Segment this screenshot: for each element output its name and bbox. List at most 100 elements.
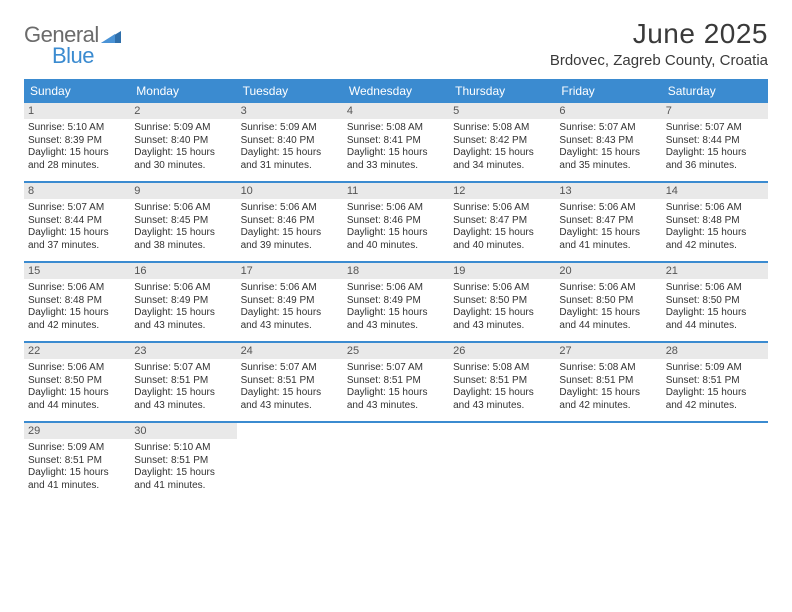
day-sunrise: Sunrise: 5:06 AM (28, 282, 126, 295)
day-sunset: Sunset: 8:46 PM (347, 215, 445, 228)
day-sunrise: Sunrise: 5:06 AM (559, 282, 657, 295)
day-sunset: Sunset: 8:49 PM (134, 295, 232, 308)
day-day2: and 41 minutes. (559, 240, 657, 253)
day-day2: and 39 minutes. (241, 240, 339, 253)
day-sunset: Sunset: 8:41 PM (347, 135, 445, 148)
day-cell: 23Sunrise: 5:07 AMSunset: 8:51 PMDayligh… (130, 343, 236, 421)
day-sunrise: Sunrise: 5:06 AM (134, 202, 232, 215)
calendar-page: General Blue June 2025 Brdovec, Zagreb C… (0, 0, 792, 519)
day-sunrise: Sunrise: 5:06 AM (559, 202, 657, 215)
day-of-week-header: Sunday Monday Tuesday Wednesday Thursday… (24, 79, 768, 103)
day-cell (237, 423, 343, 501)
day-day1: Daylight: 15 hours (28, 227, 126, 240)
day-day1: Daylight: 15 hours (347, 307, 445, 320)
day-sunrise: Sunrise: 5:08 AM (559, 362, 657, 375)
day-day2: and 43 minutes. (453, 320, 551, 333)
day-cell: 15Sunrise: 5:06 AMSunset: 8:48 PMDayligh… (24, 263, 130, 341)
day-cell: 29Sunrise: 5:09 AMSunset: 8:51 PMDayligh… (24, 423, 130, 501)
day-sunset: Sunset: 8:51 PM (241, 375, 339, 388)
day-day2: and 43 minutes. (347, 320, 445, 333)
day-sunset: Sunset: 8:49 PM (241, 295, 339, 308)
day-sunset: Sunset: 8:47 PM (453, 215, 551, 228)
day-day1: Daylight: 15 hours (134, 387, 232, 400)
day-cell: 1Sunrise: 5:10 AMSunset: 8:39 PMDaylight… (24, 103, 130, 181)
day-number: 30 (130, 423, 236, 439)
day-cell: 6Sunrise: 5:07 AMSunset: 8:43 PMDaylight… (555, 103, 661, 181)
day-number: 5 (449, 103, 555, 119)
day-sunrise: Sunrise: 5:07 AM (241, 362, 339, 375)
day-number: 26 (449, 343, 555, 359)
day-sunset: Sunset: 8:50 PM (28, 375, 126, 388)
day-day2: and 43 minutes. (453, 400, 551, 413)
day-cell: 4Sunrise: 5:08 AMSunset: 8:41 PMDaylight… (343, 103, 449, 181)
day-sunrise: Sunrise: 5:06 AM (347, 282, 445, 295)
day-cell: 26Sunrise: 5:08 AMSunset: 8:51 PMDayligh… (449, 343, 555, 421)
day-sunset: Sunset: 8:49 PM (347, 295, 445, 308)
day-cell: 5Sunrise: 5:08 AMSunset: 8:42 PMDaylight… (449, 103, 555, 181)
day-number: 17 (237, 263, 343, 279)
day-day1: Daylight: 15 hours (28, 307, 126, 320)
day-sunset: Sunset: 8:40 PM (134, 135, 232, 148)
day-sunrise: Sunrise: 5:08 AM (453, 122, 551, 135)
day-sunrise: Sunrise: 5:09 AM (28, 442, 126, 455)
day-sunrise: Sunrise: 5:06 AM (241, 282, 339, 295)
day-cell: 9Sunrise: 5:06 AMSunset: 8:45 PMDaylight… (130, 183, 236, 261)
day-sunrise: Sunrise: 5:06 AM (666, 282, 764, 295)
day-cell: 30Sunrise: 5:10 AMSunset: 8:51 PMDayligh… (130, 423, 236, 501)
dow-friday: Friday (555, 79, 661, 103)
day-day2: and 40 minutes. (453, 240, 551, 253)
day-day2: and 42 minutes. (28, 320, 126, 333)
day-day1: Daylight: 15 hours (559, 387, 657, 400)
day-cell: 24Sunrise: 5:07 AMSunset: 8:51 PMDayligh… (237, 343, 343, 421)
day-cell: 18Sunrise: 5:06 AMSunset: 8:49 PMDayligh… (343, 263, 449, 341)
day-day1: Daylight: 15 hours (453, 307, 551, 320)
day-day2: and 44 minutes. (559, 320, 657, 333)
day-day2: and 28 minutes. (28, 160, 126, 173)
day-cell: 8Sunrise: 5:07 AMSunset: 8:44 PMDaylight… (24, 183, 130, 261)
day-sunset: Sunset: 8:50 PM (559, 295, 657, 308)
day-day2: and 42 minutes. (559, 400, 657, 413)
day-sunrise: Sunrise: 5:06 AM (28, 362, 126, 375)
day-cell: 25Sunrise: 5:07 AMSunset: 8:51 PMDayligh… (343, 343, 449, 421)
day-number: 21 (662, 263, 768, 279)
location-label: Brdovec, Zagreb County, Croatia (550, 52, 768, 69)
day-day2: and 41 minutes. (134, 480, 232, 493)
day-sunrise: Sunrise: 5:08 AM (347, 122, 445, 135)
day-sunrise: Sunrise: 5:06 AM (666, 202, 764, 215)
dow-thursday: Thursday (449, 79, 555, 103)
day-day2: and 37 minutes. (28, 240, 126, 253)
day-sunset: Sunset: 8:51 PM (347, 375, 445, 388)
day-sunset: Sunset: 8:44 PM (28, 215, 126, 228)
day-cell: 11Sunrise: 5:06 AMSunset: 8:46 PMDayligh… (343, 183, 449, 261)
day-day2: and 36 minutes. (666, 160, 764, 173)
day-cell (343, 423, 449, 501)
day-day1: Daylight: 15 hours (453, 387, 551, 400)
day-day2: and 43 minutes. (241, 320, 339, 333)
day-day2: and 30 minutes. (134, 160, 232, 173)
day-cell: 20Sunrise: 5:06 AMSunset: 8:50 PMDayligh… (555, 263, 661, 341)
day-sunrise: Sunrise: 5:09 AM (241, 122, 339, 135)
day-number: 8 (24, 183, 130, 199)
day-day2: and 38 minutes. (134, 240, 232, 253)
month-title: June 2025 (550, 18, 768, 50)
day-number: 14 (662, 183, 768, 199)
day-sunset: Sunset: 8:51 PM (666, 375, 764, 388)
day-day2: and 44 minutes. (666, 320, 764, 333)
day-day1: Daylight: 15 hours (134, 307, 232, 320)
day-sunrise: Sunrise: 5:06 AM (134, 282, 232, 295)
day-number: 15 (24, 263, 130, 279)
title-block: June 2025 Brdovec, Zagreb County, Croati… (550, 18, 768, 69)
day-day2: and 43 minutes. (134, 400, 232, 413)
day-sunrise: Sunrise: 5:09 AM (134, 122, 232, 135)
day-cell: 19Sunrise: 5:06 AMSunset: 8:50 PMDayligh… (449, 263, 555, 341)
day-cell: 7Sunrise: 5:07 AMSunset: 8:44 PMDaylight… (662, 103, 768, 181)
day-number: 11 (343, 183, 449, 199)
day-number: 4 (343, 103, 449, 119)
week-row: 29Sunrise: 5:09 AMSunset: 8:51 PMDayligh… (24, 423, 768, 501)
day-day2: and 42 minutes. (666, 240, 764, 253)
day-sunset: Sunset: 8:51 PM (559, 375, 657, 388)
day-number: 28 (662, 343, 768, 359)
day-day1: Daylight: 15 hours (453, 227, 551, 240)
day-day2: and 40 minutes. (347, 240, 445, 253)
day-day1: Daylight: 15 hours (134, 227, 232, 240)
